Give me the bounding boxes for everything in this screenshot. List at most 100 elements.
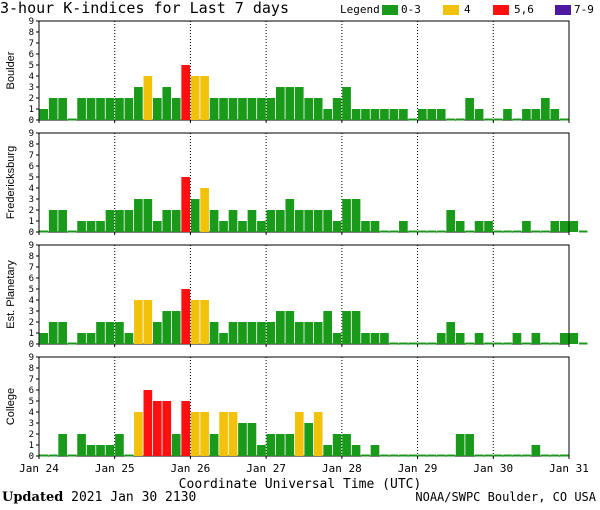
y-tick-label: 9 xyxy=(29,241,34,251)
y-tick-label: 8 xyxy=(29,140,34,150)
k-bar xyxy=(436,333,446,344)
k-bar xyxy=(77,221,86,232)
legend-swatch-5-6 xyxy=(493,5,509,15)
k-bar xyxy=(257,322,266,344)
k-bar xyxy=(351,109,361,120)
k-bar xyxy=(474,333,484,344)
k-bar xyxy=(276,87,285,120)
k-bar xyxy=(304,98,314,120)
k-bar xyxy=(96,445,105,456)
updated-timestamp: Updated 2021 Jan 30 2130 xyxy=(2,490,196,505)
y-tick-label: 7 xyxy=(29,263,34,273)
legend-swatch-7-9 xyxy=(555,5,571,15)
k-bar xyxy=(219,98,228,120)
k-bar xyxy=(304,322,314,344)
k-bar xyxy=(342,87,351,120)
k-bar xyxy=(455,221,465,232)
k-bar xyxy=(86,445,96,456)
legend-item-4: 4 xyxy=(464,3,471,16)
k-bar xyxy=(522,109,531,120)
k-bar xyxy=(134,300,143,344)
k-bar xyxy=(351,199,361,232)
y-tick-label: 4 xyxy=(29,184,34,194)
k-bar xyxy=(96,221,105,232)
k-bar xyxy=(115,210,124,232)
k-bar xyxy=(143,199,153,232)
k-bar xyxy=(285,311,295,344)
k-bar xyxy=(446,322,456,344)
k-bar xyxy=(39,333,49,344)
y-tick-label: 2 xyxy=(29,430,34,440)
k-bar xyxy=(124,333,134,344)
k-bar xyxy=(446,210,456,232)
k-bar xyxy=(228,98,238,120)
k-bar xyxy=(162,87,172,120)
k-bar xyxy=(332,98,342,120)
k-bar xyxy=(455,434,465,456)
k-bar xyxy=(134,87,143,120)
y-tick-label: 2 xyxy=(29,94,34,104)
legend-label: Legend: xyxy=(340,3,387,16)
x-tick-label: Jan 28 xyxy=(322,462,362,475)
k-bar xyxy=(96,98,105,120)
y-tick-label: 0 xyxy=(29,452,34,462)
k-bar xyxy=(351,311,361,344)
x-tick-label: Jan 31 xyxy=(549,462,589,475)
k-bar xyxy=(200,76,209,120)
k-bar xyxy=(162,401,172,456)
y-tick-label: 9 xyxy=(29,129,34,139)
k-bar xyxy=(351,445,361,456)
x-tick-label: Jan 27 xyxy=(246,462,286,475)
k-bar xyxy=(200,300,209,344)
k-bar xyxy=(58,434,67,456)
k-bar xyxy=(152,401,162,456)
x-axis-title: Coordinate Universal Time (UTC) xyxy=(178,477,422,492)
k-bar xyxy=(399,221,408,232)
y-tick-label: 4 xyxy=(29,296,34,306)
k-bar xyxy=(455,333,465,344)
k-bar xyxy=(219,412,228,456)
k-bar xyxy=(559,333,569,344)
y-tick-label: 3 xyxy=(29,419,34,429)
k-bar xyxy=(370,221,380,232)
k-bar xyxy=(228,322,238,344)
k-bar xyxy=(361,221,370,232)
k-bar xyxy=(474,109,484,120)
k-bar xyxy=(323,445,332,456)
updated-label: Updated xyxy=(2,490,64,505)
k-bar xyxy=(171,311,181,344)
k-bar xyxy=(219,221,228,232)
y-tick-label: 3 xyxy=(29,307,34,317)
k-bar xyxy=(313,322,323,344)
k-bar xyxy=(152,98,162,120)
y-tick-label: 7 xyxy=(29,375,34,385)
k-bar xyxy=(134,412,143,456)
k-bar xyxy=(105,445,115,456)
y-tick-label: 5 xyxy=(29,61,34,71)
k-bar xyxy=(436,109,446,120)
k-bar xyxy=(143,76,153,120)
k-bar xyxy=(181,289,191,344)
k-bar xyxy=(370,333,380,344)
k-bar xyxy=(266,322,276,344)
k-bar xyxy=(228,210,238,232)
k-bar xyxy=(238,98,247,120)
y-tick-label: 7 xyxy=(29,39,34,49)
y-tick-label: 4 xyxy=(29,72,34,82)
k-bar xyxy=(257,445,266,456)
k-bar xyxy=(313,210,323,232)
k-bar xyxy=(209,322,219,344)
k-bar xyxy=(190,76,200,120)
updated-value: 2021 Jan 30 2130 xyxy=(71,490,197,505)
k-bar xyxy=(247,98,257,120)
y-tick-label: 6 xyxy=(29,274,34,284)
k-bar xyxy=(285,87,295,120)
k-bar xyxy=(550,109,560,120)
k-bar xyxy=(77,434,86,456)
k-bar xyxy=(115,434,124,456)
y-tick-label: 0 xyxy=(29,228,34,238)
x-tick-label: Jan 30 xyxy=(473,462,513,475)
k-bar xyxy=(550,221,560,232)
k-bar xyxy=(465,434,474,456)
